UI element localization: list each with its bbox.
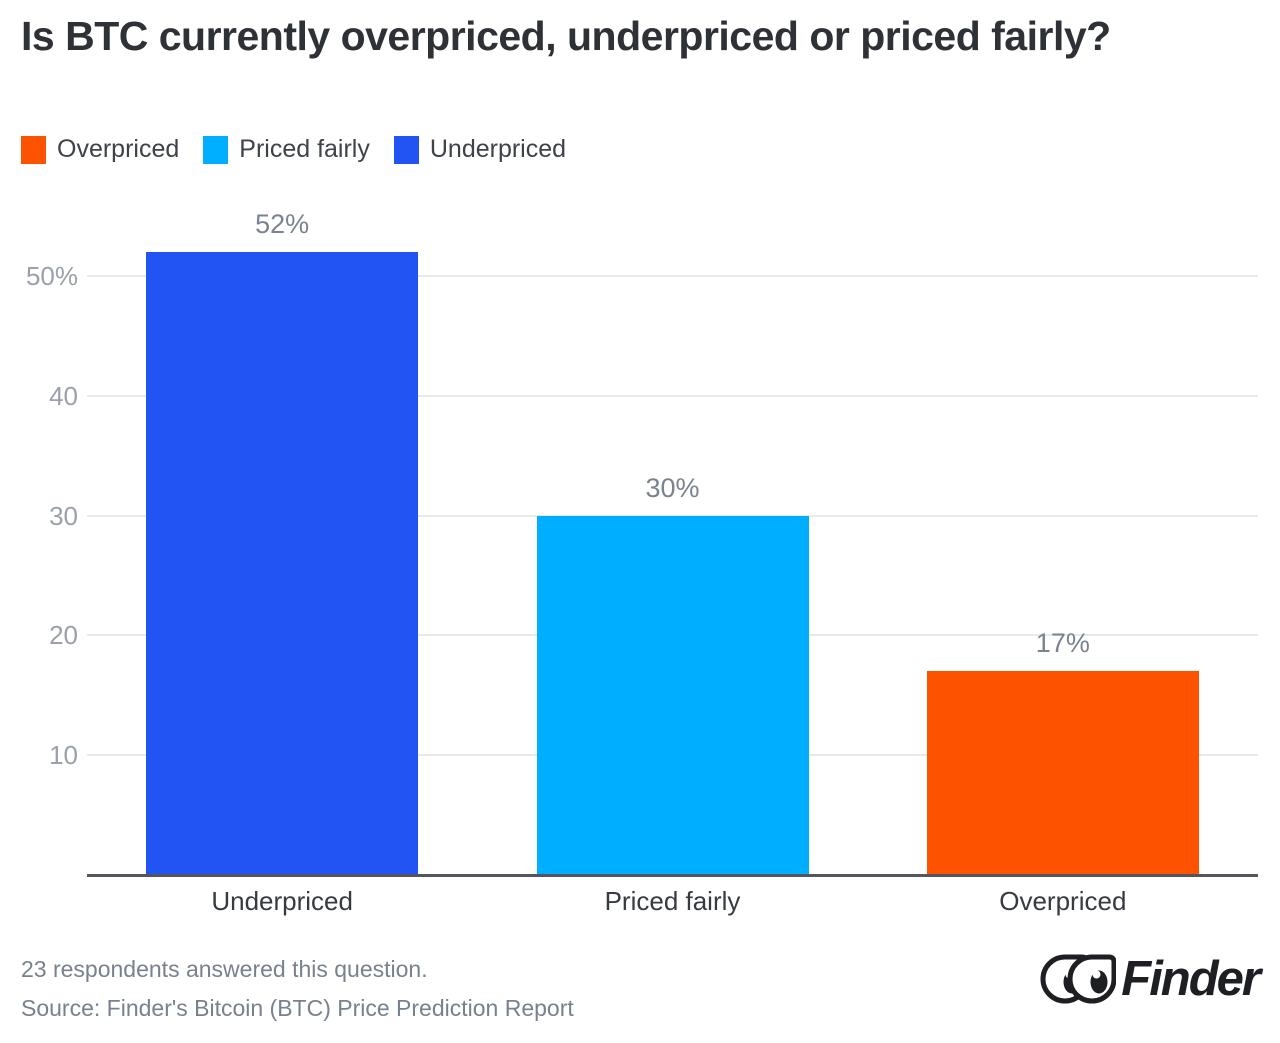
finder-eyes-icon	[1040, 954, 1117, 1004]
bar-value-label-priced-fairly: 30%	[645, 472, 700, 503]
footnote-source: Source: Finder's Bitcoin (BTC) Price Pre…	[21, 995, 574, 1021]
bar-priced-fairly	[536, 515, 809, 875]
chart-title: Is BTC currently overpriced, underpriced…	[21, 13, 1111, 59]
y-tick-label-50: 50%	[25, 260, 78, 291]
x-tick-label-overpriced: Overpriced	[999, 886, 1127, 916]
legend-swatch-icon	[393, 135, 419, 164]
footnote-respondents: 23 respondents answered this question.	[21, 956, 428, 982]
gridline-50	[87, 274, 1258, 277]
x-axis-line	[87, 874, 1258, 877]
gridline-40	[87, 394, 1258, 397]
legend-swatch-icon	[203, 135, 229, 164]
y-tick-label-10: 10	[49, 740, 78, 771]
legend-item-underpriced: Underpriced	[393, 135, 567, 164]
y-tick-label-20: 20	[49, 620, 78, 651]
bar-value-label-overpriced: 17%	[1035, 628, 1090, 659]
bar-underpriced	[146, 251, 419, 875]
legend-label: Priced fairly	[239, 135, 370, 163]
legend-swatch-icon	[21, 135, 46, 164]
legend-item-priced-fairly: Priced fairly	[203, 135, 370, 164]
finder-wordmark: Finder	[1121, 952, 1261, 1006]
x-tick-label-priced-fairly: Priced fairly	[604, 886, 741, 916]
legend-label: Underpriced	[429, 135, 567, 163]
y-tick-label-40: 40	[49, 380, 78, 411]
y-tick-label-30: 30	[49, 500, 78, 531]
legend-label: Overpriced	[57, 135, 180, 163]
bar-overpriced	[926, 671, 1199, 875]
bar-value-label-underpriced: 52%	[255, 208, 310, 239]
plot-area: 52% 30% 17%	[87, 209, 1258, 877]
finder-logo: Finder	[1040, 950, 1261, 1008]
legend-item-overpriced: Overpriced	[21, 135, 179, 164]
x-tick-label-underpriced: Underpriced	[211, 886, 353, 916]
legend: Overpriced Priced fairly Underpriced	[21, 135, 590, 164]
